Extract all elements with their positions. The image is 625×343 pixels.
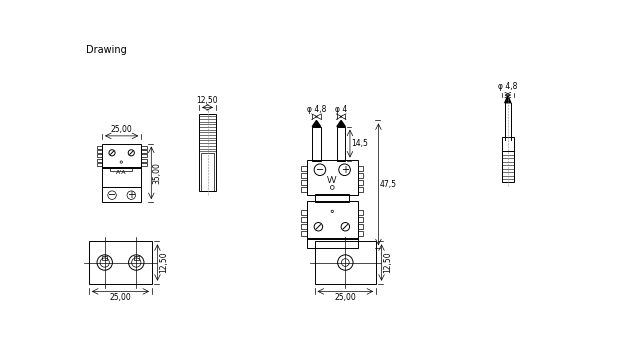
Bar bbox=[301, 166, 307, 171]
Text: 25,00: 25,00 bbox=[111, 125, 132, 134]
Text: 14,5: 14,5 bbox=[351, 139, 368, 148]
Bar bbox=[97, 154, 102, 157]
Polygon shape bbox=[312, 120, 321, 127]
Bar bbox=[301, 180, 307, 185]
Bar bbox=[357, 217, 363, 222]
Text: 12,50: 12,50 bbox=[159, 252, 168, 273]
Bar bbox=[141, 154, 147, 157]
Bar bbox=[357, 210, 363, 215]
Bar bbox=[97, 150, 102, 153]
Bar bbox=[201, 153, 214, 191]
Text: +: + bbox=[127, 190, 135, 200]
Text: 12,50: 12,50 bbox=[197, 96, 218, 105]
Text: 25,00: 25,00 bbox=[334, 293, 356, 302]
Polygon shape bbox=[337, 120, 346, 127]
Bar bbox=[502, 151, 514, 182]
Text: 25,00: 25,00 bbox=[109, 293, 131, 302]
Bar bbox=[502, 138, 514, 151]
Bar bbox=[301, 217, 307, 222]
Text: φ 4,8: φ 4,8 bbox=[307, 105, 326, 114]
Bar bbox=[314, 241, 376, 284]
Bar bbox=[97, 163, 102, 166]
Text: −: − bbox=[316, 165, 324, 175]
Bar bbox=[89, 241, 152, 284]
Bar bbox=[141, 150, 147, 153]
Bar bbox=[357, 166, 363, 171]
Bar bbox=[315, 194, 349, 202]
Bar bbox=[102, 167, 141, 188]
Bar bbox=[307, 160, 358, 195]
Bar bbox=[301, 210, 307, 215]
Bar bbox=[134, 256, 139, 260]
Text: 47,5: 47,5 bbox=[380, 180, 397, 189]
Bar bbox=[357, 173, 363, 178]
Text: −: − bbox=[108, 190, 116, 200]
Bar bbox=[301, 224, 307, 229]
Polygon shape bbox=[505, 96, 511, 103]
Bar bbox=[307, 201, 358, 239]
Bar bbox=[337, 127, 346, 161]
Text: Drawing: Drawing bbox=[86, 45, 127, 55]
Bar bbox=[357, 187, 363, 192]
Bar bbox=[102, 144, 141, 168]
Bar bbox=[97, 146, 102, 149]
Bar bbox=[102, 187, 141, 202]
Text: A’A: A’A bbox=[116, 169, 126, 175]
Bar bbox=[97, 158, 102, 162]
Bar bbox=[312, 127, 321, 161]
Bar bbox=[141, 158, 147, 162]
Bar bbox=[199, 114, 216, 191]
Bar bbox=[357, 224, 363, 229]
Bar bbox=[102, 256, 107, 260]
Bar bbox=[141, 163, 147, 166]
Bar bbox=[301, 173, 307, 178]
Bar bbox=[357, 230, 363, 236]
Text: φ 4: φ 4 bbox=[335, 105, 348, 114]
Bar bbox=[307, 238, 358, 248]
Text: 12,50: 12,50 bbox=[383, 252, 392, 273]
Bar bbox=[141, 146, 147, 149]
Bar bbox=[111, 167, 132, 170]
Text: 35,00: 35,00 bbox=[153, 162, 162, 184]
Text: φ 4,8: φ 4,8 bbox=[498, 82, 518, 91]
Bar bbox=[301, 187, 307, 192]
Text: VV: VV bbox=[327, 176, 338, 185]
Bar bbox=[301, 230, 307, 236]
Text: +: + bbox=[341, 165, 349, 175]
Bar bbox=[357, 180, 363, 185]
